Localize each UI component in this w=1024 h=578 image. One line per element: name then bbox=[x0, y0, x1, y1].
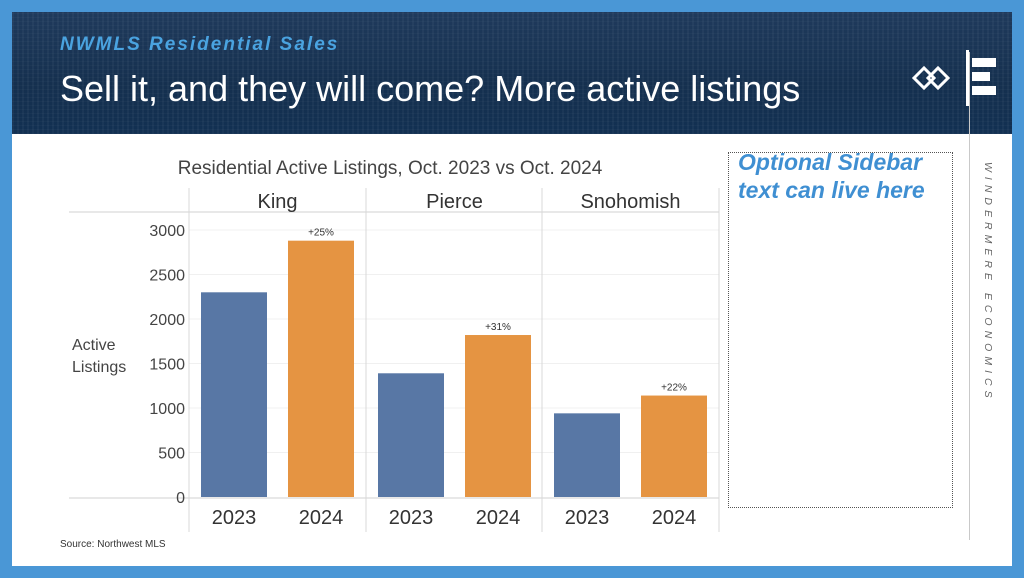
y-axis-label: Listings bbox=[72, 359, 126, 376]
header-banner: NWMLS Residential Sales Sell it, and the… bbox=[12, 12, 1012, 134]
y-tick-label: 2500 bbox=[149, 268, 185, 285]
bar-pierce-2023 bbox=[378, 373, 444, 497]
x-tick-label: 2024 bbox=[299, 507, 344, 529]
bar-snohomish-2023 bbox=[554, 413, 620, 497]
source-note: Source: Northwest MLS bbox=[60, 539, 166, 550]
slide-card: NWMLS Residential Sales Sell it, and the… bbox=[12, 12, 1012, 566]
data-label-change: +25% bbox=[308, 228, 334, 239]
group-header-king: King bbox=[257, 191, 297, 213]
data-label-change: +31% bbox=[485, 322, 511, 333]
y-tick-label: 1500 bbox=[149, 357, 185, 374]
x-tick-label: 2023 bbox=[565, 507, 610, 529]
brand-label: WINDERMERE ECONOMICS bbox=[982, 162, 994, 403]
sidebar-box bbox=[728, 152, 953, 508]
headline-title: Sell it, and they will come? More active… bbox=[60, 68, 801, 109]
x-tick-label: 2023 bbox=[212, 507, 257, 529]
sidebar-text: Optional Sidebar text can live here bbox=[738, 149, 925, 203]
y-axis-label: Active bbox=[72, 337, 116, 354]
y-tick-label: 1000 bbox=[149, 401, 185, 418]
divider-line bbox=[969, 52, 970, 540]
eyebrow-title: NWMLS Residential Sales bbox=[60, 34, 340, 55]
y-tick-label: 500 bbox=[158, 446, 185, 463]
group-header-snohomish: Snohomish bbox=[580, 191, 680, 213]
group-header-pierce: Pierce bbox=[426, 191, 483, 213]
x-tick-label: 2023 bbox=[389, 507, 434, 529]
y-tick-label: 3000 bbox=[149, 223, 185, 240]
y-tick-label: 0 bbox=[176, 490, 185, 507]
y-tick-label: 2000 bbox=[149, 312, 185, 329]
x-tick-label: 2024 bbox=[476, 507, 521, 529]
bar-chart: Residential Active Listings, Oct. 2023 v… bbox=[69, 158, 720, 532]
economics-logo-icon bbox=[966, 50, 996, 106]
bar-snohomish-2024 bbox=[641, 395, 707, 497]
bar-king-2023 bbox=[201, 292, 267, 497]
data-label-change: +22% bbox=[661, 383, 687, 394]
bar-king-2024 bbox=[288, 240, 354, 497]
bar-pierce-2024 bbox=[465, 335, 531, 497]
chart-title: Residential Active Listings, Oct. 2023 v… bbox=[178, 158, 603, 179]
x-tick-label: 2024 bbox=[652, 507, 697, 529]
brand-vertical-text: WINDERMERE ECONOMICS bbox=[980, 162, 994, 403]
windermere-logo-icon bbox=[912, 65, 951, 91]
